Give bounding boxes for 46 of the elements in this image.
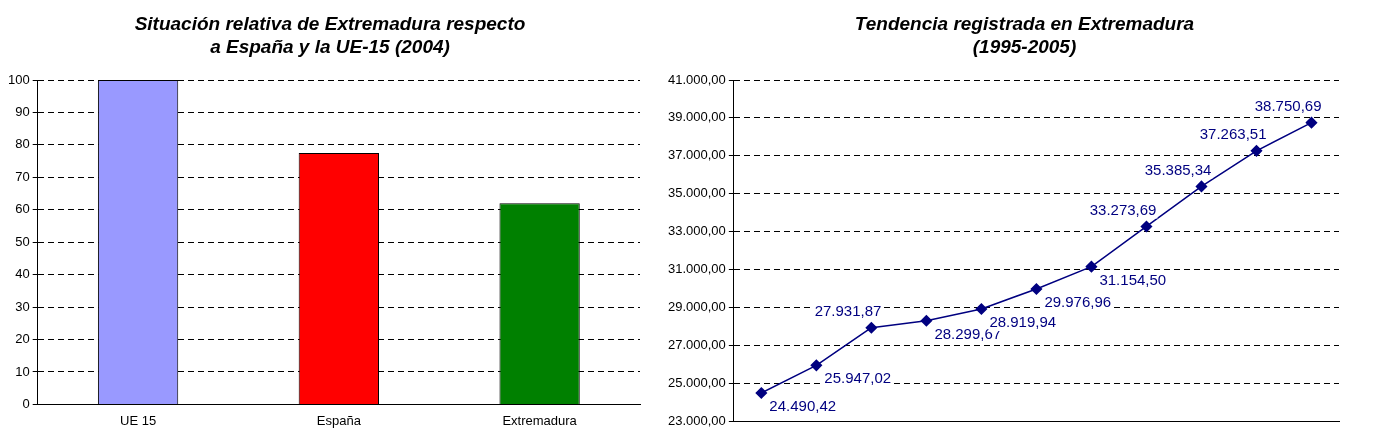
y-tick-label: 25.000,00 xyxy=(667,374,726,390)
y-tick-label: 37.000,00 xyxy=(667,147,726,163)
x-tick-label: España xyxy=(316,412,362,428)
x-tick-label: Extremadura xyxy=(502,412,578,428)
y-tick-label: 30 xyxy=(15,298,30,314)
y-tick-label: 0 xyxy=(22,395,30,411)
point xyxy=(1085,260,1098,273)
chart-title: Tendencia registrada en Extremadura (1995-2005) xyxy=(854,12,1195,59)
data-label: 29.976,96 xyxy=(1044,293,1112,311)
y-tick-label: 23.000,00 xyxy=(667,412,726,428)
data-label: 25.947,02 xyxy=(824,369,892,387)
data-label: 24.490,42 xyxy=(769,397,837,415)
data-label: 33.273,69 xyxy=(1089,200,1157,218)
y-tick-label: 31.000,00 xyxy=(667,261,726,277)
y-tick-label: 39.000,00 xyxy=(667,109,726,125)
chart-title: Situación relativa de Extremadura respecto a España y la UE-15 (2004) xyxy=(134,12,526,59)
y-tick-label: 50 xyxy=(15,233,30,249)
point xyxy=(1195,180,1208,193)
point xyxy=(1305,116,1318,129)
point xyxy=(755,387,768,399)
y-tick-label: 33.000,00 xyxy=(667,223,726,239)
data-label: 27.931,87 xyxy=(814,301,882,319)
y-tick-label: 90 xyxy=(15,104,30,120)
data-label: 38.750,69 xyxy=(1254,96,1322,114)
data-label: 31.154,50 xyxy=(1099,270,1167,288)
y-tick-label: 35.000,00 xyxy=(667,185,726,201)
point xyxy=(920,314,933,327)
y-tick-label: 80 xyxy=(15,136,30,152)
x-tick-label: UE 15 xyxy=(120,412,157,428)
y-tick-label: 70 xyxy=(15,168,30,184)
data-label: 35.385,34 xyxy=(1144,160,1212,178)
point xyxy=(865,321,878,334)
point xyxy=(1030,283,1043,295)
y-tick-label: 60 xyxy=(15,201,30,217)
y-tick-label: 29.000,00 xyxy=(667,299,726,315)
y-tick-label: 10 xyxy=(15,363,30,379)
point xyxy=(810,359,823,372)
y-tick-label: 100 xyxy=(7,71,30,87)
data-label: 37.263,51 xyxy=(1199,124,1267,142)
point xyxy=(975,303,988,315)
y-tick-label: 40 xyxy=(15,266,30,282)
y-tick-label: 20 xyxy=(15,331,30,347)
y-tick-label: 41.000,00 xyxy=(667,71,726,87)
point xyxy=(1140,220,1153,233)
y-tick-label: 27.000,00 xyxy=(667,336,726,352)
point xyxy=(1250,145,1263,157)
